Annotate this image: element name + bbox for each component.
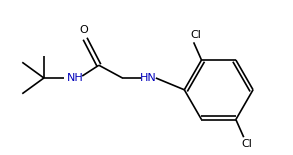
Text: O: O bbox=[80, 25, 88, 35]
Text: HN: HN bbox=[139, 73, 156, 83]
Text: Cl: Cl bbox=[190, 30, 201, 40]
Text: Cl: Cl bbox=[241, 139, 252, 149]
Text: NH: NH bbox=[67, 73, 84, 83]
